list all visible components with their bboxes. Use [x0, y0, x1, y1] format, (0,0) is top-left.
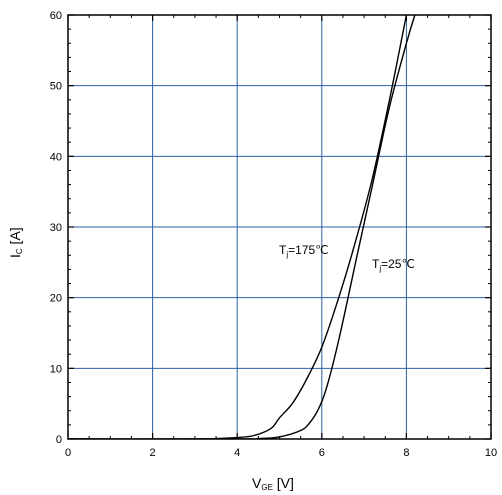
series-label-175: Tj=175℃	[279, 243, 329, 259]
grid-lines	[68, 15, 491, 439]
y-tick-label: 60	[50, 10, 62, 22]
plot-frame	[67, 14, 492, 440]
series-label-25: Tj=25℃	[372, 257, 415, 273]
x-tick-label: 4	[234, 447, 240, 459]
y-tick-label: 0	[56, 434, 62, 446]
y-tick-label: 10	[50, 363, 62, 375]
y-tick-label: 20	[50, 293, 62, 305]
x-tick-label: 0	[65, 447, 71, 459]
x-axis-title: VGE [V]	[252, 475, 294, 492]
y-tick-label: 50	[50, 81, 62, 93]
x-tick-label: 2	[150, 447, 156, 459]
x-tick-label: 10	[485, 447, 497, 459]
x-tick-label: 8	[403, 447, 409, 459]
y-tick-label: 30	[50, 222, 62, 234]
x-tick-label: 6	[319, 447, 325, 459]
tick-labels: 0 2 4 6 8 10 0 10 20 30 40 50 60	[50, 10, 497, 459]
y-axis-title: IC [A]	[7, 227, 24, 258]
y-tick-label: 40	[50, 151, 62, 163]
